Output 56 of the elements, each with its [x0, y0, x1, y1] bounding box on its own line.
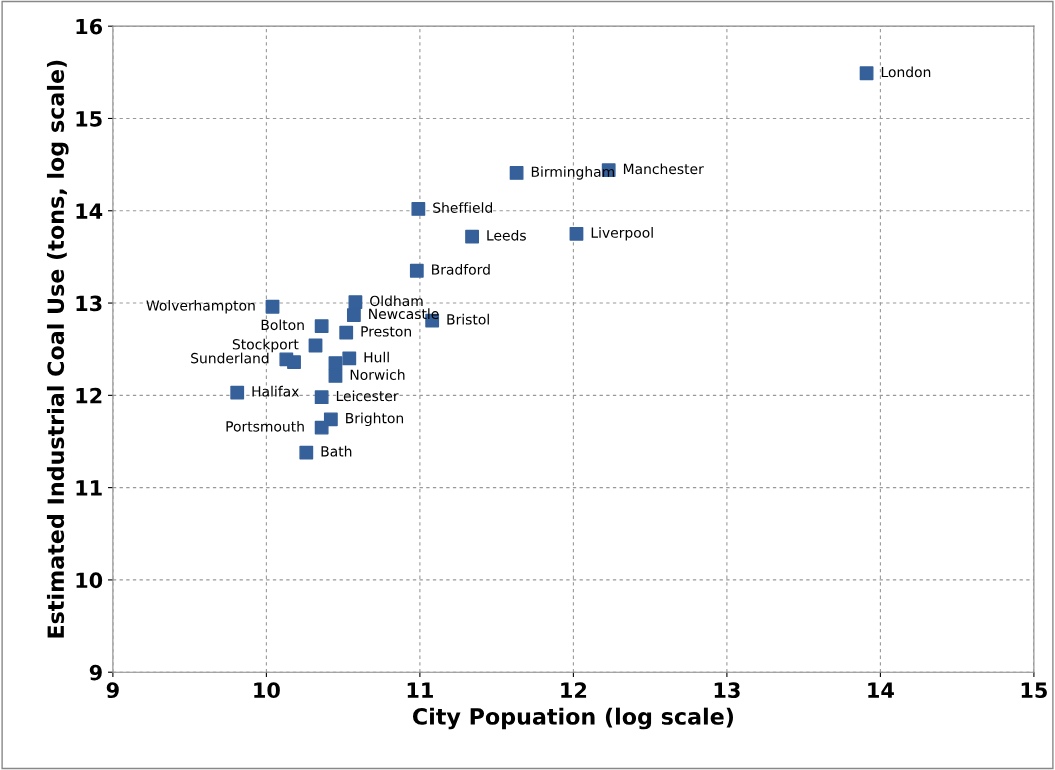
annotation: Bristol [447, 313, 489, 325]
annotation: Sheffield [433, 202, 492, 213]
point [287, 355, 301, 370]
y-tick-label: 14 [76, 203, 103, 219]
point [299, 445, 314, 460]
y-tick-label: 12 [76, 387, 102, 404]
annotation: Newcastle [369, 308, 439, 320]
point [314, 319, 329, 334]
annotation: Norwich [350, 369, 405, 380]
y-axis-title: Estimated Industrial Coal Use (tons, log scale) [46, 60, 69, 638]
annotation: Preston [361, 326, 411, 337]
point [265, 299, 280, 314]
annotation: Bath [321, 445, 352, 457]
x-tick-label: 15 [1021, 682, 1047, 699]
x-tick-label: 14 [868, 682, 894, 698]
point [314, 390, 329, 405]
point [339, 325, 354, 340]
y-tick-label: 11 [76, 480, 102, 496]
point [342, 351, 357, 366]
x-tick-label: 9 [106, 682, 119, 699]
point [328, 369, 343, 383]
annotation: Bolton [261, 319, 304, 331]
annotation: Wolverhampton [146, 300, 255, 314]
y-tick-label: 16 [76, 18, 103, 35]
point [348, 295, 363, 310]
annotation: Hull [364, 351, 389, 363]
annotation: Manchester [623, 163, 704, 175]
y-tick-label: 15 [76, 111, 102, 127]
annotation: Stockport [232, 338, 299, 353]
x-axis-title: City Popuation (log scale) [412, 707, 733, 730]
y-tick-label: 9 [89, 664, 102, 681]
point [346, 308, 361, 322]
point [509, 166, 524, 180]
annotation: London [881, 66, 931, 78]
x-tick-label: 13 [714, 682, 740, 699]
annotation: Leicester [336, 390, 399, 402]
annotation: Brighton [346, 412, 404, 427]
point [569, 226, 584, 241]
annotation: Liverpool [591, 227, 653, 241]
point [859, 66, 874, 81]
point [409, 263, 424, 278]
x-tick-label: 11 [407, 682, 433, 698]
x-tick-label: 12 [561, 682, 587, 698]
point [314, 420, 329, 435]
annotation: Portsmouth [226, 420, 304, 432]
point [230, 385, 245, 400]
annotation: Leeds [487, 229, 526, 241]
annotation: Halifax [252, 385, 299, 397]
annotation: Oldham [370, 295, 423, 307]
annotation: Bradford [432, 264, 490, 275]
point [465, 229, 479, 244]
annotation: Sunderland [191, 352, 269, 364]
point [411, 202, 426, 216]
y-tick-label: 10 [76, 572, 103, 589]
y-tick-label: 13 [76, 295, 102, 312]
x-tick-label: 10 [254, 682, 280, 699]
